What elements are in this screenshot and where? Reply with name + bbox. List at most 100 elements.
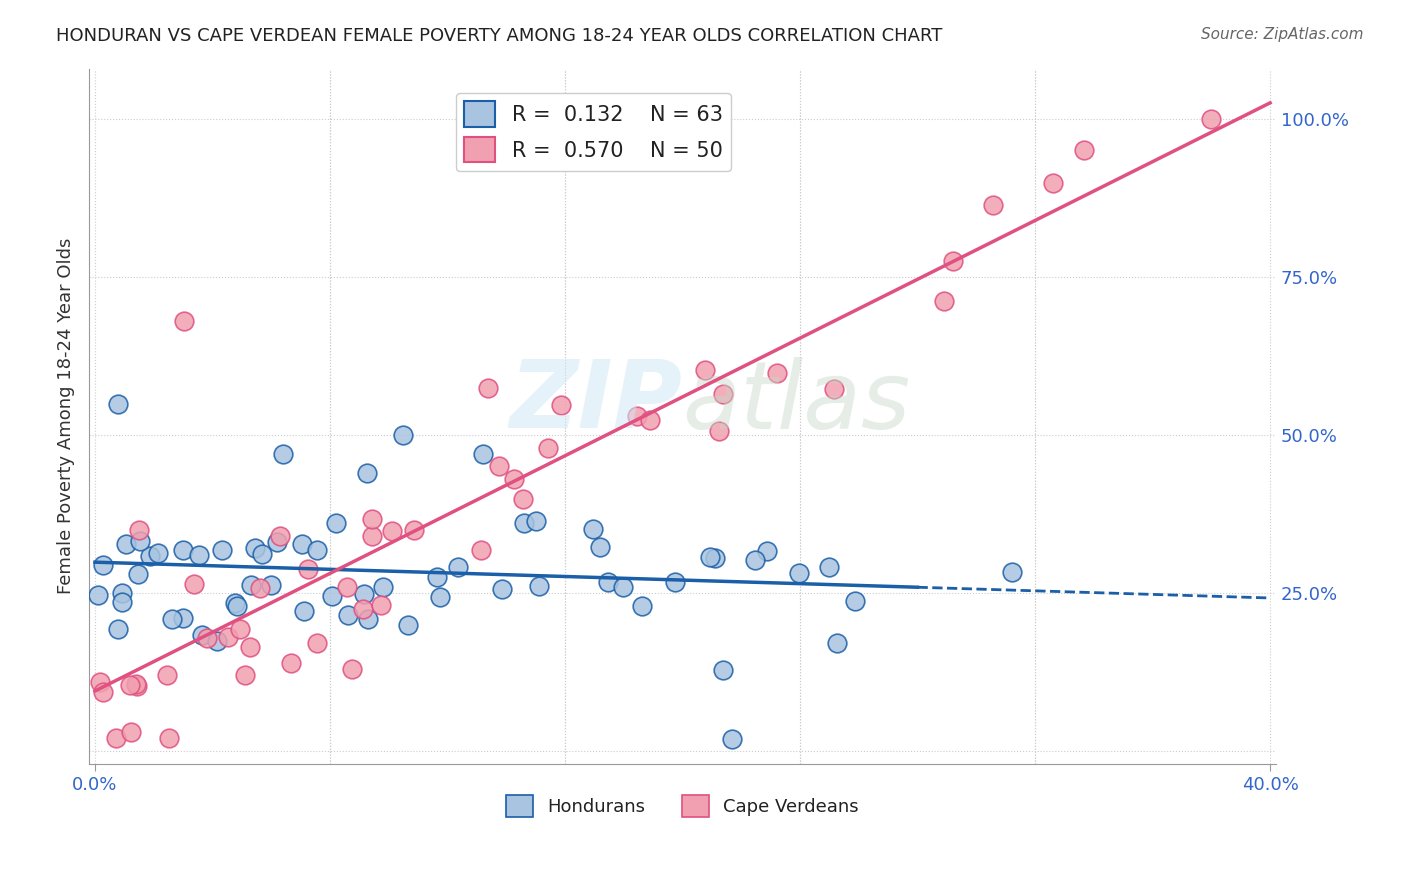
Point — [127, 567, 149, 582]
Point — [631, 599, 654, 613]
Text: ZIP: ZIP — [509, 356, 682, 449]
Point — [111, 586, 134, 600]
Point — [361, 512, 384, 526]
Point — [280, 656, 302, 670]
Point — [105, 731, 128, 746]
Text: HONDURAN VS CAPE VERDEAN FEMALE POVERTY AMONG 18-24 YEAR OLDS CORRELATION CHART: HONDURAN VS CAPE VERDEAN FEMALE POVERTY … — [56, 27, 942, 45]
Point — [139, 549, 162, 563]
Point — [612, 580, 634, 594]
Point — [120, 678, 142, 692]
Point — [537, 442, 560, 456]
Point — [195, 632, 218, 646]
Point — [589, 540, 612, 554]
Point — [942, 254, 965, 268]
Text: Source: ZipAtlas.com: Source: ZipAtlas.com — [1201, 27, 1364, 42]
Point — [269, 529, 291, 543]
Point — [89, 675, 111, 690]
Point — [396, 617, 419, 632]
Point — [1201, 112, 1223, 127]
Point — [626, 409, 648, 423]
Point — [477, 381, 499, 395]
Point — [707, 424, 730, 438]
Point — [120, 725, 142, 739]
Point — [249, 581, 271, 595]
Point — [125, 677, 148, 691]
Point — [512, 516, 534, 530]
Point — [307, 636, 329, 650]
Point — [224, 596, 246, 610]
Point — [191, 628, 214, 642]
Point — [87, 588, 110, 602]
Point — [91, 685, 114, 699]
Point — [160, 612, 183, 626]
Point — [756, 544, 779, 558]
Point — [294, 604, 316, 618]
Point — [360, 529, 382, 543]
Point — [711, 386, 734, 401]
Point — [1073, 143, 1095, 157]
Point — [291, 537, 314, 551]
Point — [115, 537, 138, 551]
Point — [356, 466, 378, 480]
Point — [226, 599, 249, 614]
Point — [787, 566, 810, 581]
Point — [325, 516, 347, 531]
Point — [352, 601, 374, 615]
Point — [598, 575, 620, 590]
Text: atlas: atlas — [682, 357, 911, 448]
Point — [503, 472, 526, 486]
Point — [250, 547, 273, 561]
Point — [491, 582, 513, 597]
Point — [229, 622, 252, 636]
Point — [183, 577, 205, 591]
Point — [148, 546, 170, 560]
Point — [125, 679, 148, 693]
Point — [426, 569, 449, 583]
Point — [695, 363, 717, 377]
Legend: Hondurans, Cape Verdeans: Hondurans, Cape Verdeans — [499, 788, 866, 824]
Point — [233, 668, 256, 682]
Point — [259, 578, 281, 592]
Point — [239, 640, 262, 654]
Point — [713, 663, 735, 677]
Point — [664, 574, 686, 589]
Point — [172, 543, 194, 558]
Point — [512, 492, 534, 507]
Point — [392, 428, 415, 442]
Point — [640, 413, 662, 427]
Point — [205, 633, 228, 648]
Point — [550, 397, 572, 411]
Point — [172, 611, 194, 625]
Point — [321, 590, 343, 604]
Point — [370, 598, 392, 612]
Point — [766, 366, 789, 380]
Point — [932, 293, 955, 308]
Point — [703, 550, 725, 565]
Point — [981, 198, 1004, 212]
Point — [217, 630, 239, 644]
Point — [371, 580, 394, 594]
Point — [823, 382, 845, 396]
Point — [844, 594, 866, 608]
Point — [336, 580, 359, 594]
Point — [721, 731, 744, 746]
Point — [107, 622, 129, 636]
Point — [744, 553, 766, 567]
Point — [402, 523, 425, 537]
Point — [582, 522, 605, 536]
Point — [93, 558, 115, 572]
Point — [818, 560, 841, 574]
Point — [128, 533, 150, 548]
Point — [111, 594, 134, 608]
Point — [156, 668, 179, 682]
Point — [266, 535, 288, 549]
Point — [446, 560, 468, 574]
Y-axis label: Female Poverty Among 18-24 Year Olds: Female Poverty Among 18-24 Year Olds — [58, 238, 75, 594]
Point — [245, 541, 267, 555]
Point — [340, 662, 363, 676]
Point — [128, 523, 150, 537]
Point — [307, 543, 329, 558]
Point — [1042, 176, 1064, 190]
Point — [356, 611, 378, 625]
Point — [524, 514, 547, 528]
